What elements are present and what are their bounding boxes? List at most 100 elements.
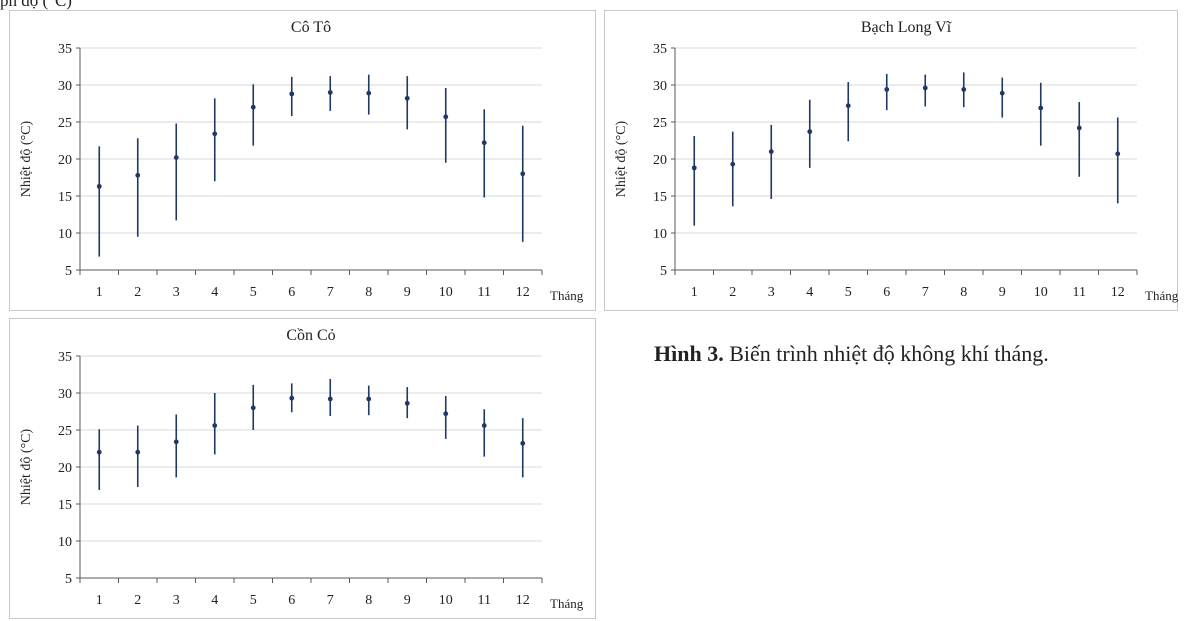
y-tick-label: 20	[58, 153, 72, 168]
x-axis-label: Tháng	[550, 596, 584, 611]
mean-point	[1076, 125, 1082, 131]
x-tick-label: 8	[365, 593, 372, 608]
mean-point	[404, 95, 410, 101]
x-tick-label: 12	[516, 285, 530, 300]
x-tick-label: 5	[845, 285, 852, 300]
y-tick-label: 35	[58, 42, 72, 57]
x-tick-label: 2	[729, 285, 736, 300]
y-tick-label: 35	[58, 350, 72, 365]
x-tick-label: 7	[922, 285, 929, 300]
y-tick-label: 20	[653, 153, 667, 168]
x-tick-label: 4	[211, 285, 218, 300]
x-tick-label: 6	[288, 593, 295, 608]
mean-point	[1115, 151, 1121, 157]
mean-point	[999, 90, 1005, 96]
y-tick-label: 5	[660, 264, 667, 279]
figure-caption: Hình 3. Biến trình nhiệt độ không khí th…	[654, 341, 1049, 367]
x-tick-label: 4	[211, 593, 218, 608]
mean-point	[404, 400, 410, 406]
mean-point	[961, 87, 967, 92]
x-axis-label: Tháng	[550, 288, 584, 303]
mean-point	[807, 129, 813, 135]
x-tick-label: 1	[96, 285, 103, 300]
x-tick-label: 8	[365, 285, 372, 300]
y-tick-label: 25	[58, 424, 72, 439]
mean-point	[212, 131, 218, 137]
x-tick-label: 2	[134, 285, 141, 300]
y-tick-label: 30	[58, 387, 72, 402]
mean-point	[922, 85, 928, 91]
mean-point	[289, 395, 295, 401]
x-tick-label: 9	[999, 285, 1006, 300]
mean-point	[96, 449, 102, 455]
mean-point	[366, 90, 372, 96]
x-tick-label: 11	[478, 285, 491, 300]
y-axis-label: Nhiệt độ (°C)	[19, 120, 34, 197]
y-axis-label: Nhiệt độ (°C)	[614, 120, 629, 197]
x-tick-label: 7	[327, 593, 334, 608]
y-tick-label: 25	[58, 116, 72, 131]
x-tick-label: 12	[516, 593, 530, 608]
mean-point	[443, 411, 449, 417]
mean-point	[250, 104, 256, 110]
x-tick-label: 2	[134, 593, 141, 608]
y-tick-label: 15	[58, 498, 72, 513]
x-axis-label: Tháng	[1145, 288, 1179, 303]
x-tick-label: 9	[404, 285, 411, 300]
chart-panel-bach-long-vi: Bạch Long Vĩ 5 10 15 20 25 30 35 1 2 3 4 5 6 7 8 9 10 11 12…	[604, 10, 1179, 311]
x-tick-label: 1	[96, 593, 103, 608]
mean-point	[845, 103, 851, 109]
mean-point	[768, 149, 774, 155]
chart-panel-con-co: Cồn Cỏ 5 10 15 20 25 30 35 1 2 3 4 5 6 7 8 9 10 11 12 Tháng N…	[9, 318, 596, 619]
caption-text: Biến trình nhiệt độ không khí tháng.	[723, 341, 1049, 366]
x-tick-label: 11	[478, 593, 491, 608]
chart-title: Cồn Cỏ	[286, 327, 335, 344]
mean-point	[443, 114, 449, 120]
x-tick-label: 3	[173, 285, 180, 300]
x-tick-label: 7	[327, 285, 334, 300]
mean-point	[481, 140, 487, 146]
x-tick-label: 12	[1111, 285, 1125, 300]
y-tick-label: 15	[653, 190, 667, 205]
x-tick-label: 10	[1034, 285, 1048, 300]
y-tick-label: 35	[653, 42, 667, 57]
y-tick-label: 20	[58, 461, 72, 476]
x-tick-label: 9	[404, 593, 411, 608]
x-tick-label: 3	[768, 285, 775, 300]
x-tick-label: 10	[439, 593, 453, 608]
mean-point	[212, 423, 218, 428]
mean-point	[289, 91, 295, 97]
x-tick-label: 11	[1073, 285, 1086, 300]
mean-point	[366, 396, 372, 402]
mean-point	[135, 172, 141, 178]
x-tick-label: 10	[439, 285, 453, 300]
x-tick-label: 4	[806, 285, 813, 300]
mean-point	[1038, 105, 1044, 111]
caption-label: Hình 3.	[654, 341, 724, 366]
chart-title: Cô Tô	[291, 19, 331, 36]
x-tick-label: 6	[288, 285, 295, 300]
y-tick-label: 25	[653, 116, 667, 131]
mean-point	[520, 440, 526, 446]
y-tick-label: 30	[58, 79, 72, 94]
mean-point	[730, 161, 736, 167]
mean-point	[173, 155, 179, 160]
mean-point	[327, 90, 333, 95]
x-tick-label: 3	[173, 593, 180, 608]
y-tick-label: 5	[65, 572, 72, 587]
x-tick-label: 5	[250, 593, 257, 608]
mean-point	[884, 87, 890, 92]
mean-point	[520, 171, 526, 177]
y-tick-label: 10	[58, 535, 72, 550]
x-tick-label: 6	[883, 285, 890, 300]
mean-point	[135, 449, 141, 455]
mean-point	[173, 439, 179, 445]
y-tick-label: 10	[58, 227, 72, 242]
mean-point	[96, 183, 102, 189]
chart-title: Bạch Long Vĩ	[861, 19, 952, 36]
y-tick-label: 15	[58, 190, 72, 205]
mean-point	[250, 405, 256, 411]
